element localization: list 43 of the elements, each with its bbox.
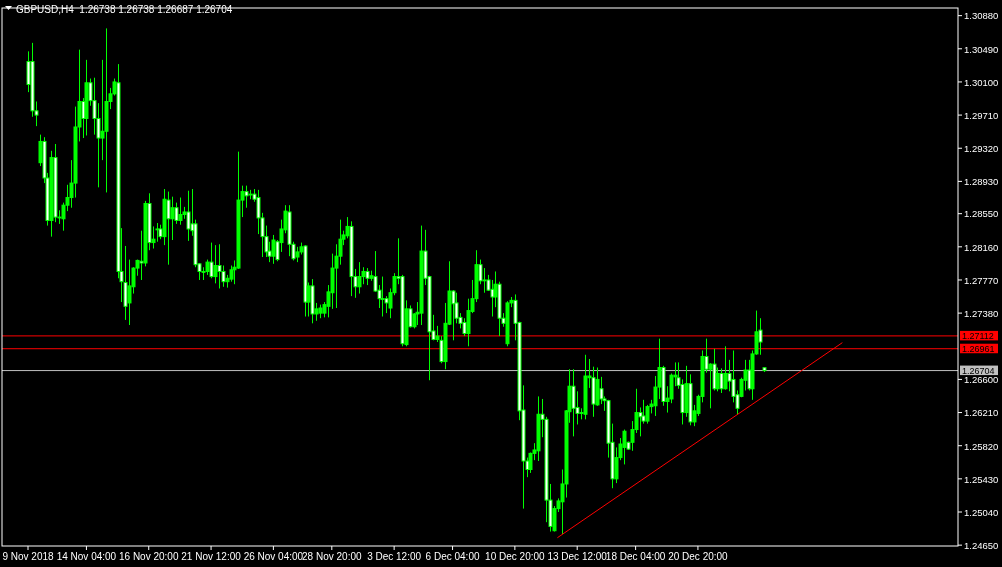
- y-tick-label: 1.28160: [964, 241, 999, 253]
- x-tick-label: 10 Dec 20:00: [485, 551, 546, 562]
- x-tick-label: 26 Nov 04:00: [243, 551, 304, 562]
- candlestick: [166, 191, 171, 266]
- ref-line-label: 1.26961: [962, 343, 995, 354]
- y-tick-label: 1.30490: [964, 43, 999, 55]
- candlestick: [719, 367, 724, 394]
- y-tick-label: 1.26210: [964, 407, 999, 419]
- y-tick-label: 1.25820: [964, 440, 999, 452]
- x-tick-label: 28 Nov 20:00: [302, 551, 362, 562]
- y-tick-label: 1.30100: [964, 76, 999, 88]
- x-tick-label: 18 Dec 04:00: [605, 551, 666, 562]
- y-tick-label: 1.29320: [964, 143, 999, 155]
- candlestick: [451, 289, 456, 341]
- candlestick: [170, 196, 175, 241]
- x-tick-label: 6 Dec 04:00: [425, 551, 480, 562]
- x-tick-label: 20 Dec 20:00: [668, 551, 729, 562]
- candlestick: [213, 244, 218, 284]
- y-tick-label: 1.27770: [964, 274, 999, 286]
- ref-line-label: 1.27112: [962, 330, 994, 341]
- candlestick: [127, 259, 132, 326]
- y-tick-label: 1.27380: [964, 307, 999, 319]
- y-tick-label: 1.24650: [964, 539, 999, 551]
- candlestick: [217, 243, 222, 289]
- y-tick-label: 1.29710: [964, 109, 999, 121]
- x-tick-label: 16 Nov 20:00: [118, 551, 179, 562]
- y-tick-label: 1.28550: [964, 208, 999, 220]
- y-tick-label: 1.30880: [964, 10, 999, 22]
- y-tick-label: 1.28930: [964, 176, 999, 188]
- candlestick: [723, 345, 728, 391]
- y-tick-label: 1.26600: [964, 374, 999, 386]
- candlestick: [715, 367, 720, 392]
- candlestick: [271, 234, 276, 265]
- y-tick-label: 1.25430: [964, 473, 999, 485]
- chart-title: GBPUSD,H4 1.26738 1.26738 1.26687 1.26704: [16, 4, 233, 15]
- x-tick-label: 9 Nov 2018: [2, 551, 55, 562]
- ref-line-label: 1.26704: [962, 365, 995, 376]
- x-tick-label: 13 Dec 12:00: [547, 551, 608, 562]
- y-tick-label: 1.25040: [964, 506, 999, 518]
- x-tick-label: 14 Nov 04:00: [56, 551, 117, 562]
- candlestick: [645, 404, 650, 425]
- x-tick-label: 21 Nov 12:00: [181, 551, 242, 562]
- x-tick-label: 3 Dec 12:00: [367, 551, 422, 562]
